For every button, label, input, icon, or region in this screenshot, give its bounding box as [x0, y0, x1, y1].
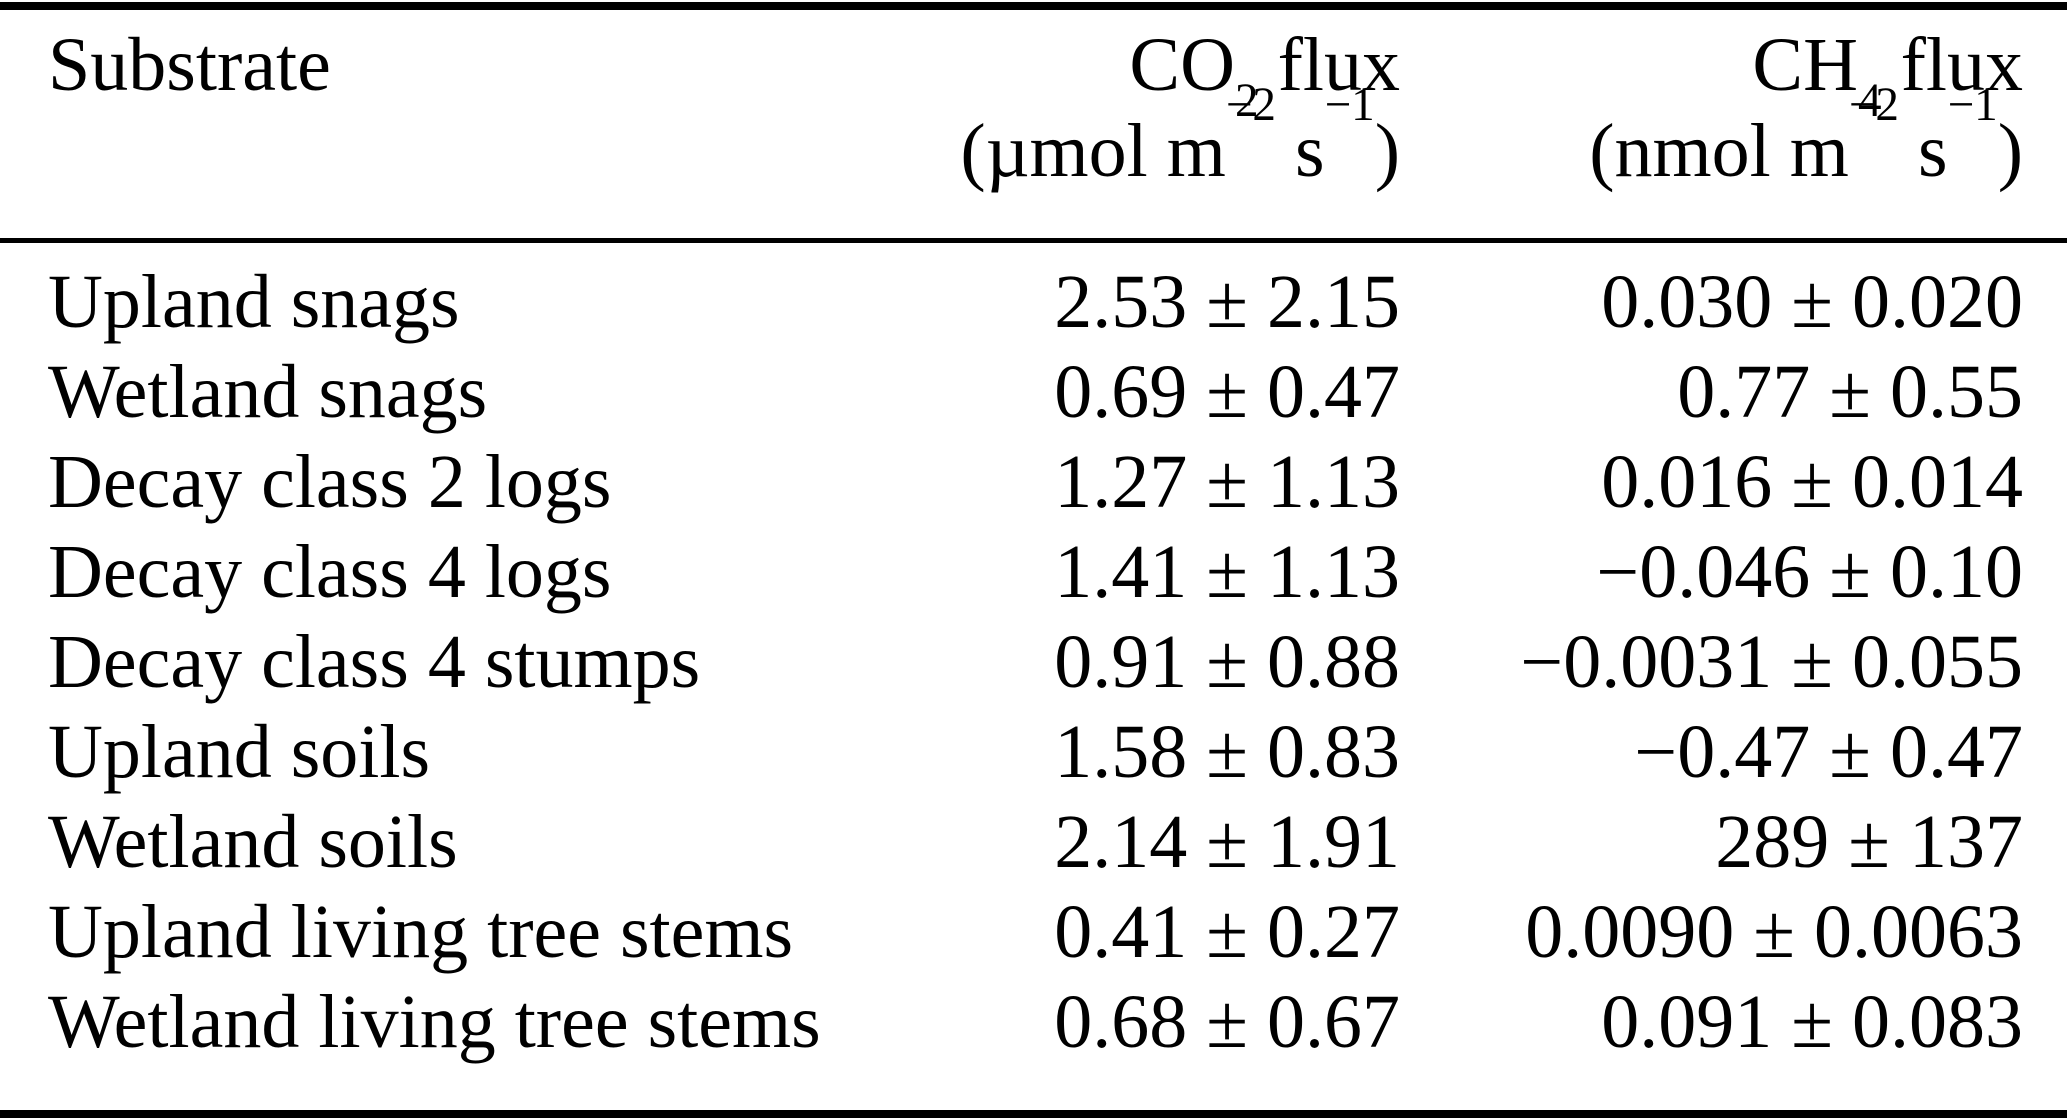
table-row: Upland snags 2.53 ± 2.15 0.030 ± 0.020	[0, 241, 2067, 348]
table-row: Upland living tree stems 0.41 ± 0.27 0.0…	[0, 887, 2067, 977]
substrate-cell: Wetland soils	[48, 800, 458, 884]
table-row: Decay class 4 logs 1.41 ± 1.13 −0.046 ± …	[0, 527, 2067, 617]
co2-column-header: CO2 flux (µmol m−2 s−1)	[840, 6, 1400, 243]
substrate-cell: Wetland snags	[48, 350, 488, 434]
table-row: Wetland soils 2.14 ± 1.91 289 ± 137	[0, 797, 2067, 887]
ch4-value-cell: 0.016 ± 0.014	[1601, 440, 2023, 524]
co2-value-cell: 0.69 ± 0.47	[1054, 350, 1400, 434]
co2-unit-exponent-m: −2	[1225, 79, 1276, 132]
table-row: Upland soils 1.58 ± 0.83 −0.47 ± 0.47	[0, 707, 2067, 797]
substrate-cell: Decay class 4 logs	[48, 530, 612, 614]
ch4-subscript: 4	[1858, 74, 1882, 127]
substrate-cell: Upland snags	[48, 260, 460, 344]
ch4-value-cell: −0.0031 ± 0.055	[1520, 620, 2023, 704]
substrate-cell: Upland living tree stems	[48, 890, 794, 974]
substrate-cell: Upland soils	[48, 710, 431, 794]
ch4-value-cell: 289 ± 137	[1715, 800, 2023, 884]
co2-header-units: (µmol m−2 s−1)	[960, 79, 1400, 193]
table-header: Substrate CO2 flux (µmol m−2 s−1) CH4 fl…	[0, 6, 2067, 243]
co2-value-cell: 1.41 ± 1.13	[1054, 530, 1400, 614]
substrate-cell: Decay class 4 stumps	[48, 620, 701, 704]
substrate-column-header: Substrate	[0, 6, 840, 243]
table-body: Upland snags 2.53 ± 2.15 0.030 ± 0.020 W…	[0, 241, 2067, 1115]
ch4-value-cell: 0.030 ± 0.020	[1601, 260, 2023, 344]
table-row: Decay class 4 stumps 0.91 ± 0.88 −0.0031…	[0, 617, 2067, 707]
co2-value-cell: 2.14 ± 1.91	[1054, 800, 1400, 884]
co2-value-cell: 0.91 ± 0.88	[1054, 620, 1400, 704]
substrate-header-label: Substrate	[48, 23, 331, 107]
ch4-value-cell: −0.046 ± 0.10	[1596, 530, 2023, 614]
ch4-value-cell: 0.0090 ± 0.0063	[1525, 890, 2023, 974]
co2-header-title: CO2 flux	[1129, 23, 1400, 127]
co2-value-cell: 2.53 ± 2.15	[1054, 260, 1400, 344]
co2-value-cell: 1.58 ± 0.83	[1054, 710, 1400, 794]
ch4-value-cell: −0.47 ± 0.47	[1634, 710, 2023, 794]
ch4-unit-exponent-s: −1	[1947, 79, 1998, 132]
ch4-value-cell: 0.091 ± 0.083	[1601, 980, 2023, 1064]
ch4-column-header: CH4 flux (nmol m−2 s−1)	[1400, 6, 2067, 243]
ch4-value-cell: 0.77 ± 0.55	[1677, 350, 2023, 434]
substrate-cell: Wetland living tree stems	[48, 980, 821, 1064]
ch4-unit-exponent-m: −2	[1848, 79, 1899, 132]
co2-subscript: 2	[1235, 74, 1259, 127]
substrate-cell: Decay class 2 logs	[48, 440, 612, 524]
ch4-header-units: (nmol m−2 s−1)	[1589, 79, 2023, 193]
table-row: Wetland snags 0.69 ± 0.47 0.77 ± 0.55	[0, 347, 2067, 437]
co2-value-cell: 0.68 ± 0.67	[1054, 980, 1400, 1064]
ch4-header-title: CH4 flux	[1752, 23, 2023, 127]
co2-unit-exponent-s: −1	[1324, 79, 1375, 132]
co2-value-cell: 0.41 ± 0.27	[1054, 890, 1400, 974]
table-row: Wetland living tree stems 0.68 ± 0.67 0.…	[0, 977, 2067, 1114]
header-row: Substrate CO2 flux (µmol m−2 s−1) CH4 fl…	[0, 6, 2067, 243]
table-row: Decay class 2 logs 1.27 ± 1.13 0.016 ± 0…	[0, 437, 2067, 527]
co2-value-cell: 1.27 ± 1.13	[1054, 440, 1400, 524]
